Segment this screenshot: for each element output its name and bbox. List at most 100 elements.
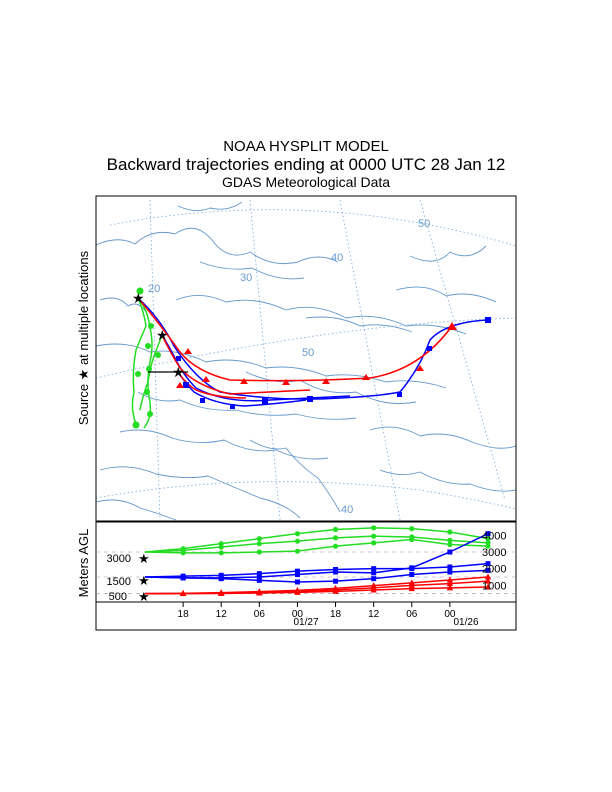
map-marker-blue <box>427 346 432 351</box>
map-marker-red <box>282 379 290 385</box>
time-tick-label: 00 <box>292 609 304 620</box>
start-star-icon: ★ <box>138 551 150 566</box>
map-marker-green <box>146 366 152 372</box>
map-marker-green <box>155 352 161 358</box>
height-marker <box>218 576 224 582</box>
height-marker <box>409 526 415 532</box>
met-data-label: GDAS Meteorological Data <box>221 174 391 190</box>
map-marker-red <box>184 348 192 354</box>
map-marker-red <box>447 322 457 330</box>
height-marker <box>371 566 377 572</box>
map-marker-red <box>362 374 370 380</box>
time-tick-label: 12 <box>216 609 228 620</box>
map-marker-blue <box>183 382 189 388</box>
map-grid-label: 20 <box>148 283 160 295</box>
height-marker <box>371 540 377 546</box>
height-marker <box>409 572 415 577</box>
map-marker-green <box>136 287 144 295</box>
map-marker-red <box>416 365 424 371</box>
start-star-icon: ★ <box>138 589 150 604</box>
time-tick-label: 00 <box>444 609 456 620</box>
height-marker <box>446 580 454 587</box>
start-star-icon: ★ <box>138 573 150 588</box>
height-marker <box>218 590 225 596</box>
chart-subtitle: Backward trajectories ending at 0000 UTC… <box>106 155 506 174</box>
source-star-icon: ★ <box>156 327 169 343</box>
map-marker-blue <box>200 398 205 403</box>
height-marker <box>332 535 339 541</box>
map-marker-green <box>144 389 150 395</box>
height-marker <box>370 586 377 593</box>
height-marker <box>332 526 339 533</box>
map-grid-label: 40 <box>331 252 343 264</box>
height-marker <box>294 538 301 544</box>
height-marker <box>409 536 415 543</box>
height-marker <box>447 569 453 575</box>
map-trajectory-red <box>137 297 453 382</box>
map-trajectory-red <box>161 334 311 395</box>
height-marker <box>485 567 491 573</box>
height-axis-label: Meters AGL <box>76 529 91 598</box>
height-marker <box>256 541 262 547</box>
map-grid-label: 40 <box>341 504 353 516</box>
height-marker <box>294 579 300 585</box>
height-series-line <box>145 586 489 595</box>
map-frame <box>95 195 517 522</box>
map-grid-label: 50 <box>418 218 430 230</box>
height-marker <box>294 568 300 574</box>
height-marker <box>447 564 453 570</box>
height-marker <box>371 525 377 531</box>
map-marker-green <box>147 411 153 417</box>
height-marker <box>332 587 339 594</box>
height-marker <box>408 585 415 592</box>
map-marker-red <box>176 382 184 388</box>
map-grid <box>96 199 516 521</box>
start-height-label: 500 <box>109 591 127 603</box>
height-marker <box>333 567 339 572</box>
map-coastlines <box>96 201 516 521</box>
time-tick-label: 06 <box>406 609 418 620</box>
height-tick-label: 2000 <box>482 564 506 576</box>
height-marker <box>485 536 491 542</box>
height-marker <box>294 548 301 554</box>
time-tick-label: 12 <box>368 609 380 620</box>
map-marker-blue <box>307 396 313 402</box>
height-marker <box>408 581 415 588</box>
map-marker-green <box>132 421 140 429</box>
height-marker <box>256 571 262 577</box>
height-marker <box>294 588 301 595</box>
height-marker <box>179 590 187 597</box>
map-grid-label: 30 <box>240 272 252 284</box>
source-star-icon: ★ <box>132 290 145 306</box>
map-marker-red <box>202 376 210 382</box>
height-marker <box>371 570 377 576</box>
map-marker-red <box>322 378 330 384</box>
date-label: 01/26 <box>453 617 478 628</box>
start-height-label: 3000 <box>107 553 131 565</box>
height-marker <box>446 576 454 583</box>
height-marker <box>256 574 262 580</box>
source-label: Source ★ at multiple locations <box>76 250 91 425</box>
time-tick-label: 18 <box>330 609 342 620</box>
date-label: 01/27 <box>293 617 318 628</box>
map-marker-blue <box>485 317 491 323</box>
height-marker <box>447 549 453 555</box>
height-series-line <box>144 562 489 578</box>
height-marker <box>485 561 491 567</box>
height-series-line <box>144 569 489 583</box>
map-trajectory-blue <box>137 297 489 400</box>
height-marker <box>485 531 491 537</box>
height-series-line <box>144 538 489 554</box>
map-marker-green <box>145 343 151 349</box>
map-marker-red <box>240 378 248 384</box>
height-marker <box>485 543 491 549</box>
height-marker <box>333 578 339 584</box>
height-tick-label: 3000 <box>482 547 506 559</box>
height-marker <box>256 589 263 596</box>
time-tick-label: 18 <box>178 609 190 620</box>
height-marker <box>371 576 377 582</box>
time-axis-frame <box>95 601 517 631</box>
height-marker <box>256 549 262 555</box>
height-marker <box>218 550 224 556</box>
